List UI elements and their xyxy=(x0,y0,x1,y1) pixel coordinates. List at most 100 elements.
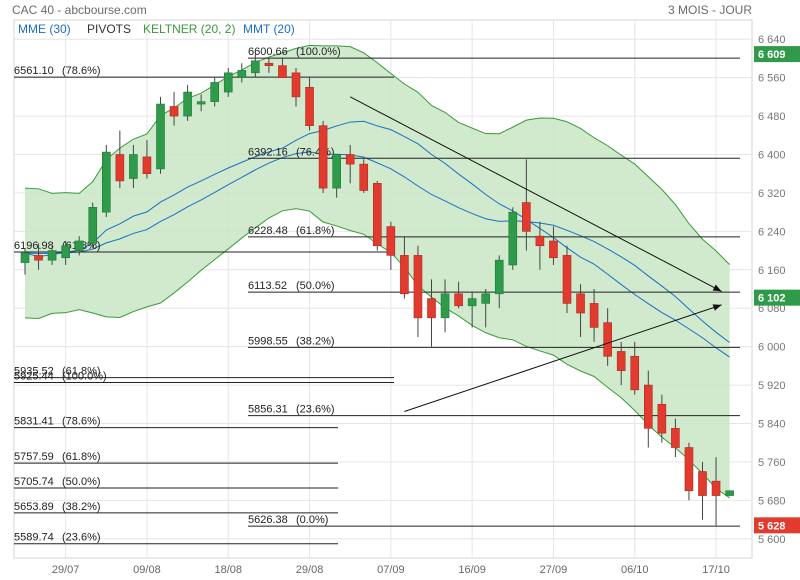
candle-up xyxy=(440,279,450,333)
legend-mmt: MMT (20) xyxy=(243,22,295,36)
candle-body xyxy=(142,156,152,175)
price-badge-last xyxy=(754,289,800,306)
candle-up xyxy=(494,255,504,309)
y-tick-label: 6 160 xyxy=(758,265,786,277)
y-tick-label: 6 240 xyxy=(758,226,786,238)
candle-body xyxy=(156,103,165,170)
candle-down xyxy=(698,461,707,520)
candle-down xyxy=(345,144,355,184)
x-tick-label: 29/07 xyxy=(52,564,80,576)
candle-up xyxy=(481,289,491,328)
x-tick-label: 07/09 xyxy=(377,564,405,576)
candle-body xyxy=(129,154,138,179)
pivot-value: 5998.55 xyxy=(248,335,288,347)
candle-body xyxy=(278,65,287,78)
price-badge-label: 5 628 xyxy=(758,520,786,532)
candle-body xyxy=(264,62,274,66)
candle-up xyxy=(183,84,192,121)
candle-up xyxy=(196,94,206,112)
candle-body xyxy=(237,70,247,78)
candle-body xyxy=(522,202,531,232)
x-tick-label: 18/08 xyxy=(214,564,242,576)
chart-title: CAC 40 - abcbourse.com xyxy=(12,3,147,17)
candle-down xyxy=(142,140,152,179)
candles xyxy=(20,54,734,526)
pivot-pct: (78.6%) xyxy=(62,65,101,77)
candle-body xyxy=(481,293,491,304)
candle-up xyxy=(725,490,734,496)
legend-pivots: PIVOTS xyxy=(87,22,131,36)
candle-up xyxy=(156,96,165,174)
candle-body xyxy=(332,154,341,189)
y-tick-label: 6 560 xyxy=(758,73,786,85)
y-tick-label: 5 760 xyxy=(758,457,786,469)
candle-body xyxy=(400,255,409,295)
x-tick-label: 17/10 xyxy=(702,564,730,576)
pivot-pct: (50.0%) xyxy=(296,280,335,292)
pivot-pct: (100.0%) xyxy=(296,46,341,58)
plot-frame xyxy=(13,19,753,559)
pivot-levels: 6600.66 (100.0%) 6561.10 (78.6%) 6392.16 (76.… xyxy=(14,46,740,545)
y-tick-label: 6 640 xyxy=(758,34,786,46)
candle-down xyxy=(616,341,626,386)
pivot-value: 5757.59 xyxy=(14,451,54,463)
candle-body xyxy=(20,252,30,263)
chart-period: 3 MOIS - JOUR xyxy=(668,3,752,17)
candle-down xyxy=(535,221,545,270)
trendline-arrow xyxy=(712,284,722,292)
candle-body xyxy=(454,293,463,307)
pivot-value: 5831.41 xyxy=(14,416,54,428)
candle-body xyxy=(576,293,585,314)
candle-body xyxy=(494,259,504,295)
candle-body xyxy=(102,151,111,213)
candle-up xyxy=(88,202,98,249)
candle-body xyxy=(196,101,206,105)
candle-body xyxy=(440,293,450,319)
candle-body xyxy=(169,106,179,117)
pivot-value: 6392.16 xyxy=(248,146,288,158)
candle-up xyxy=(61,240,70,265)
candle-body xyxy=(291,72,301,98)
candle-body xyxy=(725,490,734,496)
pivot-pct: (0.0%) xyxy=(296,514,328,526)
trendline xyxy=(404,304,722,412)
candle-down xyxy=(454,281,463,309)
y-tick-label: 5 600 xyxy=(758,534,786,546)
x-tick-label: 06/10 xyxy=(621,564,649,576)
candle-down xyxy=(291,68,301,107)
candle-up xyxy=(251,54,260,78)
candle-down xyxy=(115,130,125,189)
candle-down xyxy=(562,245,572,314)
candle-down xyxy=(386,221,396,270)
pivot-pct: (61.8%) xyxy=(296,225,335,237)
pivot-value: 6228.48 xyxy=(248,225,288,237)
mmt-line xyxy=(24,120,730,358)
candle-body xyxy=(61,245,70,259)
candle-down xyxy=(657,394,667,443)
moving-averages xyxy=(24,120,730,358)
candle-down xyxy=(603,308,612,366)
candle-body xyxy=(345,154,355,165)
price-badges: 6 609 6 102 5 628 xyxy=(754,46,800,534)
candle-body xyxy=(74,240,84,251)
candle-body xyxy=(115,154,125,182)
candle-body xyxy=(34,255,43,261)
pivot-value: 6113.52 xyxy=(248,280,287,292)
candle-body xyxy=(359,163,369,191)
candle-down xyxy=(400,236,409,299)
pivot-value: 5626.38 xyxy=(248,514,288,526)
candle-down xyxy=(413,245,423,338)
pivot-value: 5925.44 xyxy=(14,370,54,382)
pivot-pct: (100.0%) xyxy=(62,370,107,382)
candle-body xyxy=(508,211,518,266)
candle-body xyxy=(427,298,436,319)
candle-body xyxy=(711,480,721,496)
legend-mme: MME (30) xyxy=(18,22,71,36)
candle-up xyxy=(508,207,518,270)
candle-body xyxy=(318,125,328,189)
pivot-pct: (61.8%) xyxy=(62,366,101,378)
pivot-pct: (38.2%) xyxy=(296,335,335,347)
candle-body xyxy=(210,82,219,102)
candle-up xyxy=(129,144,138,189)
